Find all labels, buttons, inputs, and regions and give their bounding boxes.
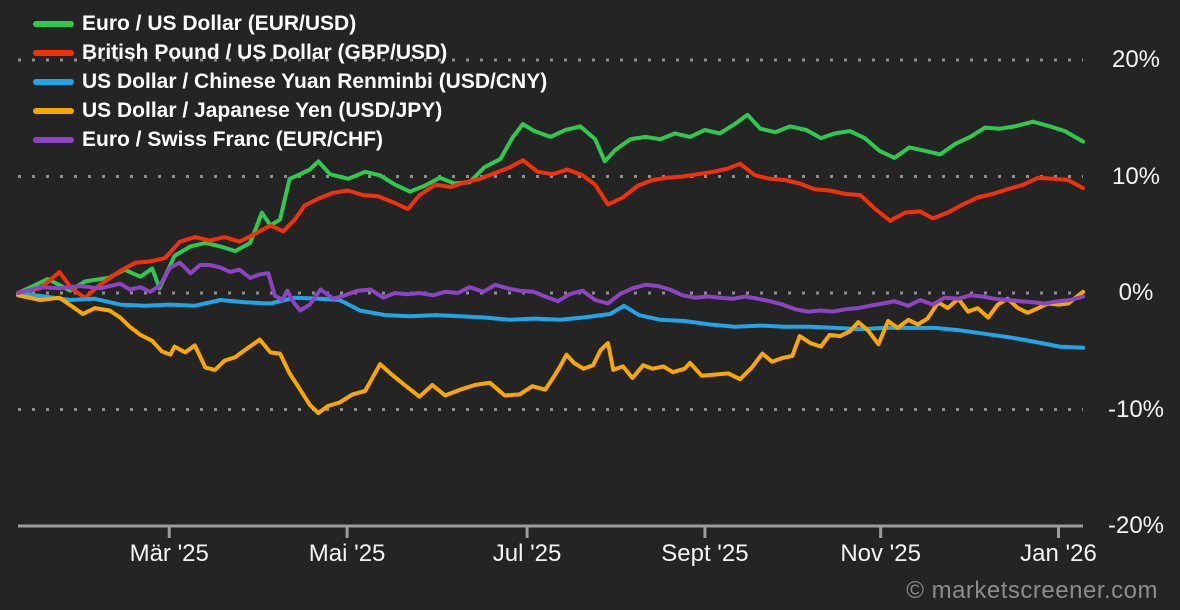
legend-label-gbp-usd: British Pound / US Dollar (GBP/USD): [82, 40, 448, 64]
y-axis-label: -10%: [1107, 395, 1165, 423]
y-axis-label: 0%: [1118, 279, 1154, 306]
legend-swatch-usd-cny: [33, 78, 74, 85]
legend-label-usd-jpy: US Dollar / Japanese Yen (USD/JPY): [82, 98, 443, 122]
legend-item-usd-jpy[interactable]: US Dollar / Japanese Yen (USD/JPY): [33, 96, 547, 125]
legend-item-gbp-usd[interactable]: British Pound / US Dollar (GBP/USD): [33, 38, 547, 67]
legend-swatch-eur-chf: [33, 136, 74, 143]
x-axis-label: Mär '25: [129, 540, 209, 567]
legend-item-eur-usd[interactable]: Euro / US Dollar (EUR/USD): [33, 9, 547, 38]
legend-label-eur-chf: Euro / Swiss Franc (EUR/CHF): [82, 127, 384, 151]
chart-legend: Euro / US Dollar (EUR/USD) British Pound …: [33, 9, 547, 154]
series-line-usd-cny: [16, 291, 1085, 350]
legend-swatch-eur-usd: [33, 20, 74, 27]
x-axis-label: Mai '25: [308, 540, 386, 567]
y-axis-label: 10%: [1111, 162, 1161, 190]
legend-swatch-gbp-usd: [33, 49, 74, 56]
legend-label-usd-cny: US Dollar / Chinese Yuan Renminbi (USD/C…: [82, 69, 548, 93]
x-axis-label: Sept '25: [661, 540, 749, 567]
watermark: © marketscreener.com: [906, 577, 1158, 604]
y-axis-label: 20%: [1111, 46, 1161, 73]
x-axis-label: Jul '25: [492, 540, 562, 567]
x-axis-label: Nov '25: [840, 540, 921, 567]
legend-item-eur-chf[interactable]: Euro / Swiss Franc (EUR/CHF): [33, 125, 547, 154]
series-line-usd-jpy: [16, 289, 1085, 415]
y-axis-label: -20%: [1107, 512, 1165, 539]
series-line-gbp-usd: [16, 158, 1085, 300]
legend-swatch-usd-jpy: [33, 107, 74, 114]
series-line-eur-chf: [16, 260, 1085, 314]
series-line-eur-usd: [16, 112, 1085, 295]
x-axis-label: Jan '26: [1020, 540, 1097, 567]
legend-label-eur-usd: Euro / US Dollar (EUR/USD): [82, 11, 357, 35]
legend-item-usd-cny[interactable]: US Dollar / Chinese Yuan Renminbi (USD/C…: [33, 67, 547, 96]
